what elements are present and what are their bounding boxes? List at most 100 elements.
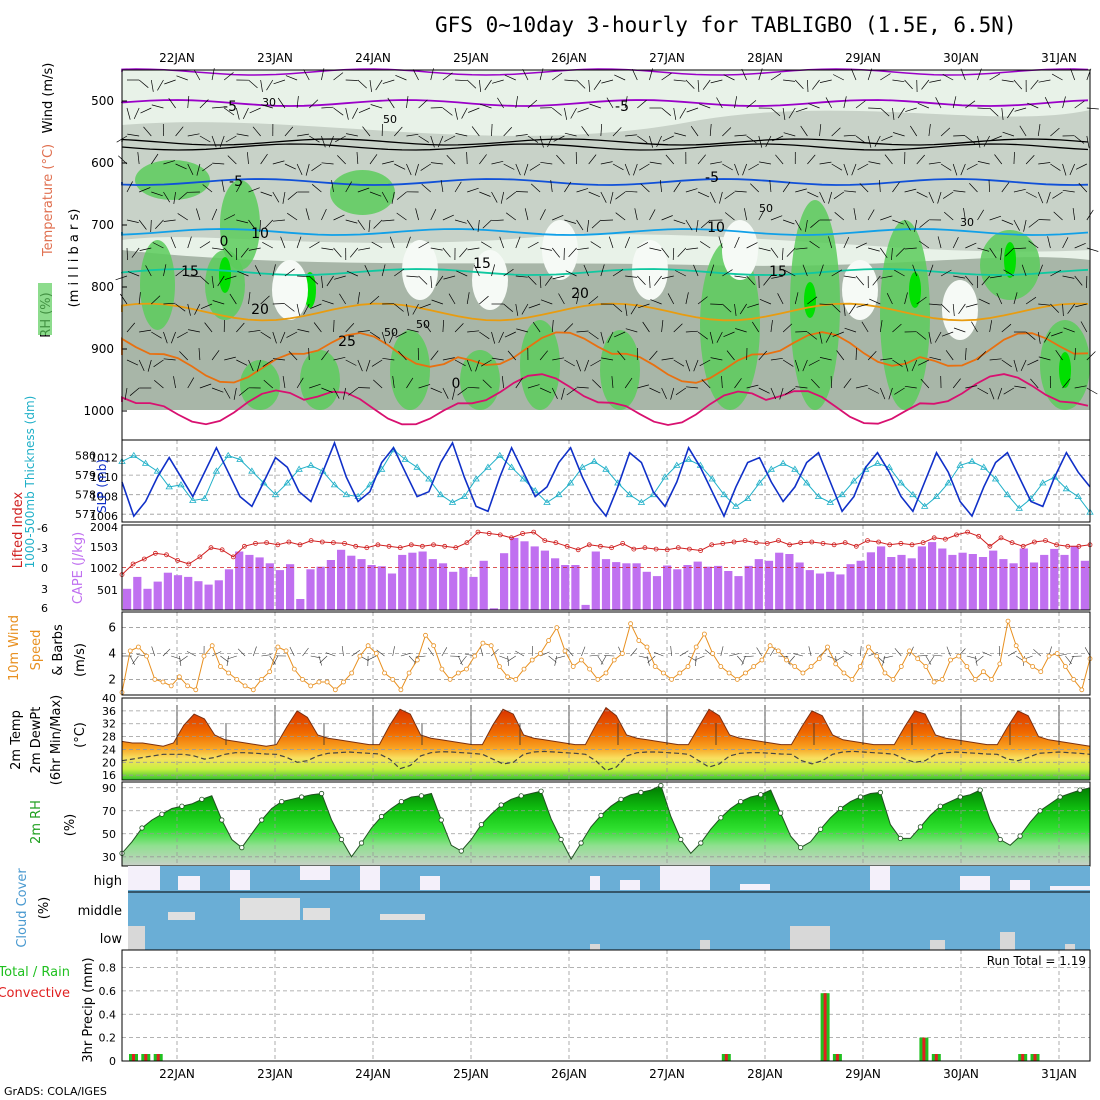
wind-barb xyxy=(912,264,918,277)
wind-barb xyxy=(236,133,249,137)
wind-barb xyxy=(263,379,274,389)
wind-barb xyxy=(459,247,468,258)
wind-barb xyxy=(342,387,347,400)
wind-barb xyxy=(892,359,903,367)
li-point xyxy=(976,533,982,539)
li-point xyxy=(286,539,292,545)
cloud-low-patch xyxy=(1065,944,1075,950)
wind-barb xyxy=(679,107,687,119)
wind-barb xyxy=(940,163,952,171)
wind-barb xyxy=(187,377,195,389)
wind-barb xyxy=(357,187,370,193)
wind-barb xyxy=(831,127,841,137)
wind10-point xyxy=(513,677,519,682)
wind-barb xyxy=(734,134,747,137)
wind-barb xyxy=(272,191,280,203)
wind-barb xyxy=(337,155,346,165)
wind-barb xyxy=(1053,211,1063,221)
wind-barb xyxy=(697,154,706,165)
wind-barb xyxy=(497,97,504,109)
wind-barb xyxy=(607,331,614,343)
wind-barb xyxy=(1025,154,1035,165)
wind10-point xyxy=(579,657,584,663)
cape-bar xyxy=(357,559,366,610)
wind-barb xyxy=(969,182,978,193)
wind10-point xyxy=(693,644,699,650)
wind-barb xyxy=(164,79,176,85)
cape-bar xyxy=(530,546,539,610)
wind-barb xyxy=(140,107,152,114)
cape-bar xyxy=(428,559,437,610)
wind-barb xyxy=(685,219,693,231)
wind10-barb xyxy=(1007,650,1017,657)
wind10-point xyxy=(915,656,921,662)
li-point xyxy=(598,543,603,549)
wind-barb xyxy=(138,219,147,230)
wind10-unit-label: (m/s) xyxy=(73,643,88,677)
wind-barb xyxy=(782,181,791,193)
wind-barb xyxy=(561,387,565,400)
wind-barb xyxy=(527,384,540,389)
thickness-point xyxy=(873,459,882,466)
wind-barb xyxy=(844,327,857,333)
wind10-point xyxy=(587,666,592,672)
wind-barb xyxy=(467,386,480,389)
thickness-point xyxy=(165,483,173,490)
wind10-barb xyxy=(400,652,411,657)
cape-bar xyxy=(194,581,203,610)
li-point xyxy=(1032,539,1037,545)
wind-barb xyxy=(187,95,190,109)
wind10-point xyxy=(488,643,494,649)
wind-barb xyxy=(843,96,847,109)
wind-barb xyxy=(527,275,537,285)
wind-barb xyxy=(479,295,489,305)
wind-barb xyxy=(734,190,747,193)
wind-barb xyxy=(346,133,358,137)
li-line xyxy=(121,531,1091,575)
wind-barb xyxy=(994,154,1003,165)
wind-barb xyxy=(311,163,322,172)
wind10-point xyxy=(554,625,560,630)
thickness-line xyxy=(121,449,1091,513)
cape-bar xyxy=(877,546,886,610)
wind-barb xyxy=(225,135,237,143)
thickness-point xyxy=(791,465,799,472)
rh2m-point xyxy=(1037,808,1043,814)
wind-barb xyxy=(940,269,952,277)
cape-bar xyxy=(673,569,682,610)
wind-barb xyxy=(382,357,395,361)
wind-barb xyxy=(1037,331,1041,344)
wind-barb xyxy=(904,292,908,305)
cape-bar xyxy=(866,552,875,610)
thickness-tick-label: 580 xyxy=(75,450,96,463)
wind-barb xyxy=(382,219,395,222)
wind-barb xyxy=(394,163,406,170)
thickness-point xyxy=(956,461,964,468)
wind-barb xyxy=(212,106,225,109)
wind-barb xyxy=(952,163,958,176)
wind-barb xyxy=(467,187,479,193)
cape-bar xyxy=(999,559,1008,610)
wind10-point xyxy=(127,648,133,654)
wind-barb xyxy=(196,163,201,176)
cape-bar xyxy=(826,571,835,610)
wind-barb xyxy=(163,264,167,277)
rh2m-point xyxy=(259,817,265,823)
precip-total-label: Total / Rain xyxy=(0,965,70,980)
rh2m-point xyxy=(718,815,724,821)
wind-barb xyxy=(807,191,819,198)
temp-tick-label: 32 xyxy=(102,718,116,731)
wind-barb xyxy=(710,79,723,84)
wind-barb xyxy=(423,322,432,333)
wind-barb xyxy=(759,161,772,165)
wind-barb xyxy=(395,74,407,81)
wind-barb xyxy=(328,135,334,148)
wind-barb xyxy=(552,107,562,116)
wind-barb xyxy=(741,68,747,81)
wind10-barb xyxy=(179,655,188,663)
cape-bar xyxy=(836,574,845,610)
wind10-point xyxy=(792,664,798,669)
wind10-point xyxy=(652,664,658,669)
wind10-point xyxy=(931,679,937,685)
wind-barb xyxy=(272,160,285,165)
